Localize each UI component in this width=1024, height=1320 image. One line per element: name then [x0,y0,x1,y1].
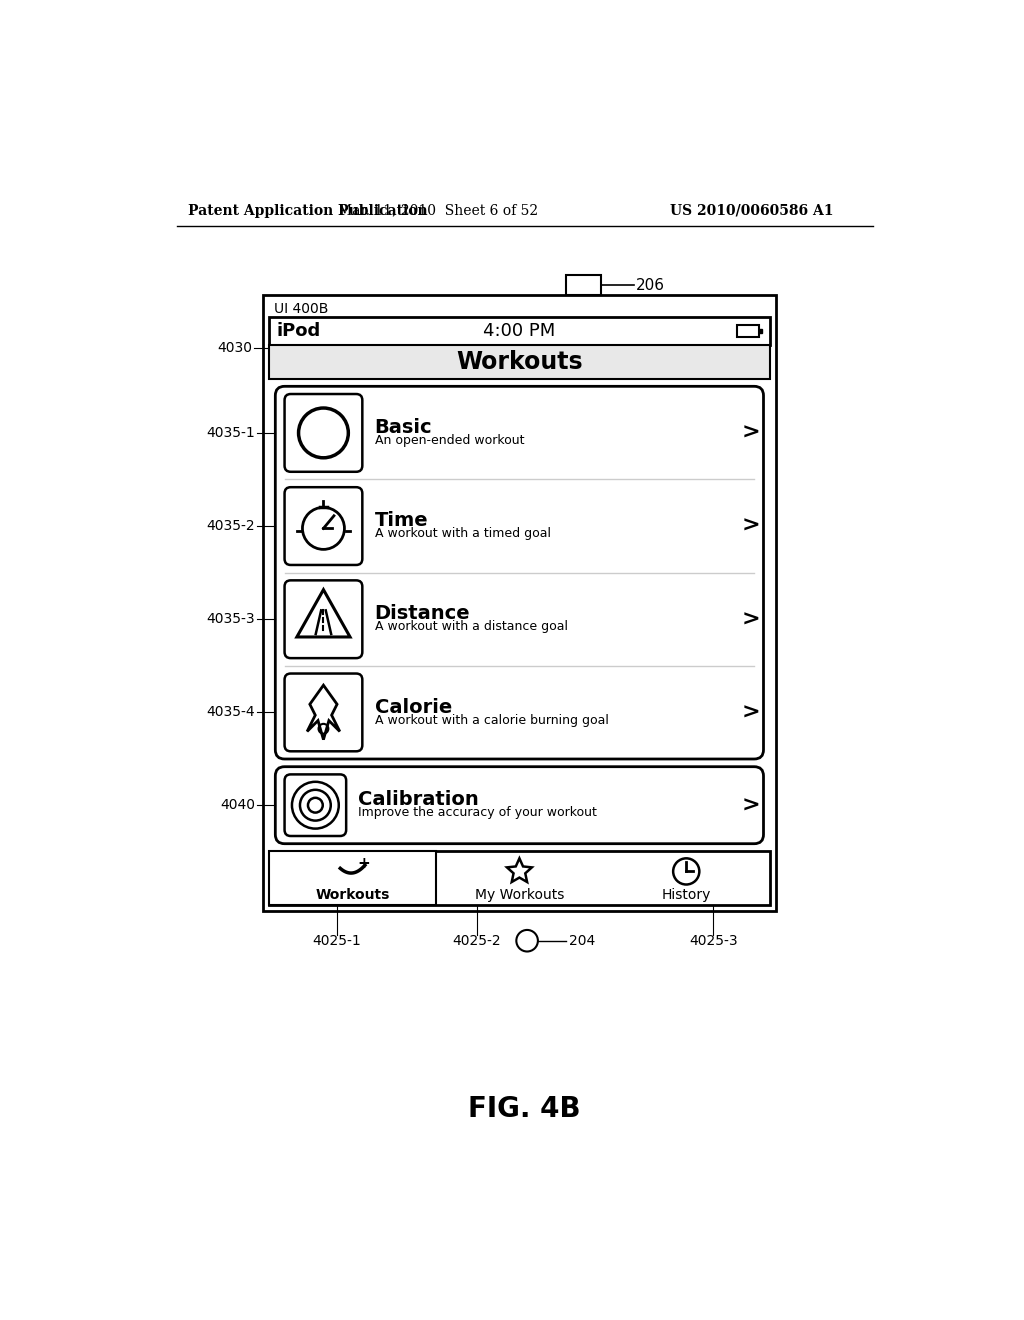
Text: Basic: Basic [375,418,432,437]
Bar [263,296,776,911]
FancyBboxPatch shape [285,775,346,836]
Text: 4025-3: 4025-3 [689,933,737,948]
Text: >: > [741,610,761,630]
Text: 4025-2: 4025-2 [453,933,502,948]
Text: An open-ended workout: An open-ended workout [375,434,524,447]
Text: A workout with a distance goal: A workout with a distance goal [375,620,567,634]
Text: FIG. 4B: FIG. 4B [469,1096,581,1123]
Text: >: > [741,795,761,816]
Text: Workouts: Workouts [456,350,583,374]
Text: A workout with a calorie burning goal: A workout with a calorie burning goal [375,714,608,726]
Text: Improve the accuracy of your workout: Improve the accuracy of your workout [358,807,597,820]
FancyBboxPatch shape [285,673,362,751]
Text: Workouts: Workouts [315,887,390,902]
FancyBboxPatch shape [285,487,362,565]
Text: +: + [357,857,370,871]
Text: 4035-2: 4035-2 [207,519,255,533]
Text: A workout with a timed goal: A workout with a timed goal [375,527,551,540]
Text: 4035-3: 4035-3 [207,612,255,626]
Text: >: > [741,422,761,444]
Text: 4035-1: 4035-1 [207,426,255,440]
Text: Time: Time [375,511,428,531]
Text: 4035-4: 4035-4 [207,705,255,719]
Bar [269,317,770,345]
Text: 204: 204 [569,933,596,948]
Text: Patent Application Publication: Patent Application Publication [188,203,428,218]
Text: Mar. 11, 2010  Sheet 6 of 52: Mar. 11, 2010 Sheet 6 of 52 [339,203,539,218]
Text: 4025-1: 4025-1 [312,933,361,948]
Text: History: History [662,887,711,902]
Text: 4030: 4030 [217,341,252,355]
Bar [565,276,601,296]
Text: 4040: 4040 [220,799,255,812]
Text: US 2010/0060586 A1: US 2010/0060586 A1 [670,203,834,218]
Text: My Workouts: My Workouts [475,887,564,902]
Text: >: > [741,516,761,536]
Text: iPod: iPod [276,322,322,339]
Text: Distance: Distance [375,605,470,623]
Text: Calibration: Calibration [358,791,479,809]
FancyBboxPatch shape [275,387,764,759]
Bar [269,345,770,379]
FancyBboxPatch shape [285,395,362,471]
Text: Calorie: Calorie [375,697,452,717]
Bar [269,851,770,906]
FancyBboxPatch shape [285,581,362,659]
Bar [759,329,762,333]
Bar [269,851,436,906]
Text: UI 400B: UI 400B [273,302,328,317]
Text: 206: 206 [636,279,665,293]
Text: 4:00 PM: 4:00 PM [483,322,556,339]
Bar [737,325,759,337]
Text: >: > [741,702,761,722]
FancyBboxPatch shape [275,767,764,843]
